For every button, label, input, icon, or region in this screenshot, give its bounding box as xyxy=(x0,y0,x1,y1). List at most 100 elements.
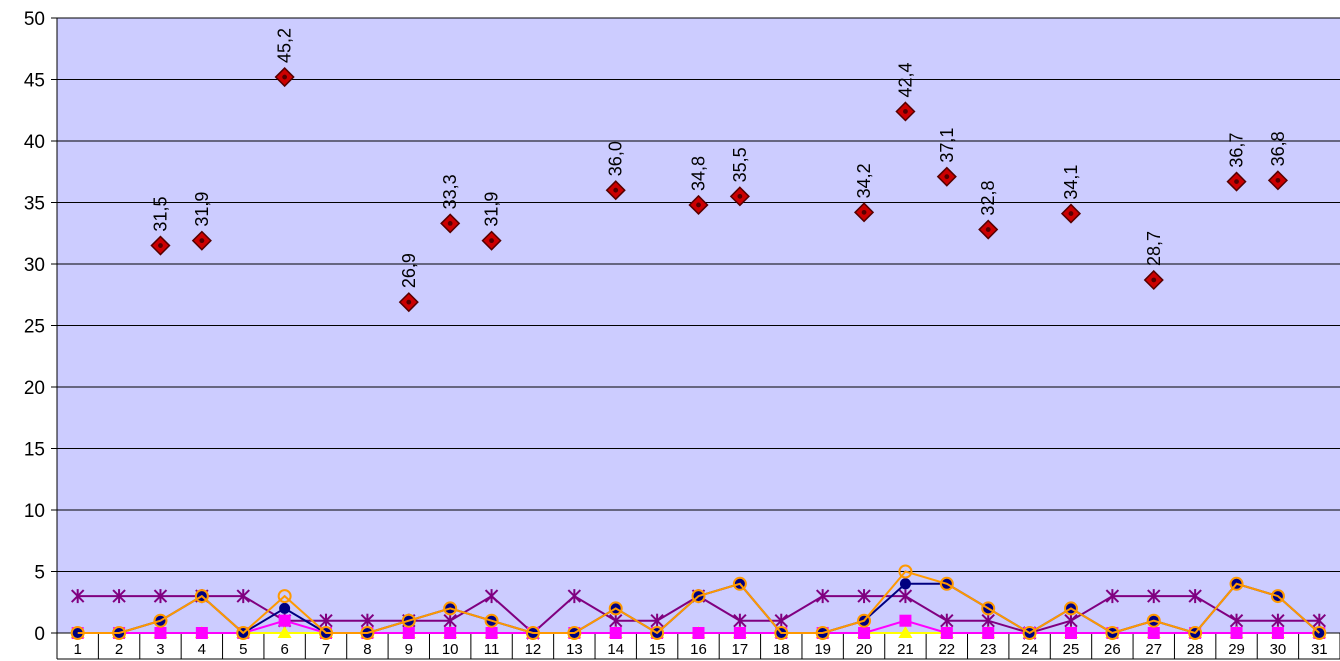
data-point-diamond-center xyxy=(489,238,494,244)
data-point-star xyxy=(1064,613,1078,628)
data-point-square xyxy=(1064,627,1077,639)
series-1 xyxy=(150,66,1288,313)
data-point-diamond-center xyxy=(613,187,619,193)
data-point-circle xyxy=(443,601,458,616)
plot-area xyxy=(57,17,1340,634)
data-label: 28,7 xyxy=(1144,231,1164,266)
data-point-diamond-center xyxy=(447,221,453,226)
data-point-diamond-center xyxy=(1151,277,1157,283)
x-tick-label: 27 xyxy=(1145,641,1162,658)
data-point-circle xyxy=(112,626,127,640)
data-point-dot xyxy=(899,578,911,590)
data-point-circle xyxy=(857,613,872,628)
data-point-diamond-center xyxy=(158,243,163,248)
data-point-circle xyxy=(484,613,499,628)
data-point-square xyxy=(402,627,415,639)
x-tick-label: 6 xyxy=(280,641,288,658)
data-label: 34,2 xyxy=(854,163,874,198)
y-tick-label: 50 xyxy=(24,9,45,30)
data-point-star xyxy=(857,589,871,604)
data-point-star xyxy=(609,613,623,628)
data-point-circle xyxy=(277,589,292,604)
data-point-star xyxy=(567,589,582,604)
x-tick-label: 13 xyxy=(566,641,583,658)
data-label: 45,2 xyxy=(275,28,295,63)
data-point-star xyxy=(1312,613,1327,628)
data-point-circle xyxy=(319,626,334,640)
data-label: 32,8 xyxy=(978,181,998,216)
data-point-star xyxy=(70,589,85,604)
data-label: 35,5 xyxy=(730,147,750,182)
data-point-diamond-center xyxy=(903,109,908,114)
data-point-circle xyxy=(1312,626,1327,640)
data-point-circle xyxy=(939,576,954,591)
data-point-star xyxy=(1147,589,1161,604)
data-point-diamond-center xyxy=(199,238,205,244)
data-point-square xyxy=(609,627,622,639)
y-tick-label: 30 xyxy=(24,255,45,276)
data-point-star xyxy=(443,613,457,628)
x-tick-label: 12 xyxy=(525,641,542,658)
data-label: 42,4 xyxy=(895,62,915,97)
data-point-circle xyxy=(70,626,85,640)
data-point-star xyxy=(319,613,333,628)
data-point-circle xyxy=(608,601,623,616)
x-tick-label: 29 xyxy=(1228,641,1245,658)
data-point-square xyxy=(692,627,705,639)
data-label: 31,5 xyxy=(150,197,170,232)
data-point-circle xyxy=(1188,626,1203,640)
x-tick-label: 18 xyxy=(773,641,790,658)
data-point-star xyxy=(236,589,250,604)
data-point-star xyxy=(1188,589,1202,604)
x-tick-label: 9 xyxy=(405,641,413,658)
data-point-star xyxy=(360,613,375,628)
data-point-star xyxy=(898,589,913,604)
series-line xyxy=(77,570,1320,635)
y-tick-label: 10 xyxy=(24,501,45,522)
data-point-circle xyxy=(525,626,540,640)
x-tick-label: 28 xyxy=(1187,641,1204,658)
x-tick-label: 24 xyxy=(1021,641,1038,658)
series-6 xyxy=(70,564,1327,640)
y-tick-label: 40 xyxy=(24,132,45,153)
data-point-square xyxy=(1230,627,1243,639)
data-point-square xyxy=(1271,627,1284,639)
data-point-diamond-center xyxy=(944,174,950,180)
x-tick-label: 5 xyxy=(239,641,247,658)
data-point-square xyxy=(1147,627,1160,639)
data-point-circle xyxy=(360,626,375,640)
data-point-circle xyxy=(732,576,747,591)
data-point-circle xyxy=(1270,589,1285,604)
x-tick-label: 16 xyxy=(690,641,707,658)
data-label: 36,8 xyxy=(1268,131,1288,166)
data-point-square xyxy=(982,627,995,639)
x-tick-label: 23 xyxy=(980,641,997,658)
x-tick-label: 8 xyxy=(363,641,371,658)
data-point-circle xyxy=(1146,613,1161,628)
data-label: 37,1 xyxy=(937,128,957,163)
data-point-diamond-center xyxy=(696,202,701,208)
data-point-square xyxy=(444,627,457,639)
x-tick-label: 15 xyxy=(649,641,666,658)
data-point-square xyxy=(940,627,953,639)
data-point-star xyxy=(1271,613,1285,628)
data-point-star xyxy=(484,589,499,604)
data-label: 34,8 xyxy=(689,156,709,191)
y-tick-label: 25 xyxy=(24,317,45,338)
x-tick-label: 2 xyxy=(115,641,123,658)
data-label: 36,0 xyxy=(606,141,626,176)
data-label: 26,9 xyxy=(399,253,419,288)
data-point-star xyxy=(940,613,954,628)
data-point-circle xyxy=(898,564,913,579)
y-tick-label: 45 xyxy=(24,71,45,92)
data-point-circle xyxy=(650,626,665,640)
data-point-diamond-center xyxy=(406,299,412,305)
data-point-star xyxy=(981,613,995,628)
data-point-circle xyxy=(815,626,830,640)
y-tick-label: 20 xyxy=(24,378,45,399)
data-point-square xyxy=(278,614,291,627)
x-tick-label: 14 xyxy=(607,641,624,658)
data-point-star xyxy=(733,613,747,628)
